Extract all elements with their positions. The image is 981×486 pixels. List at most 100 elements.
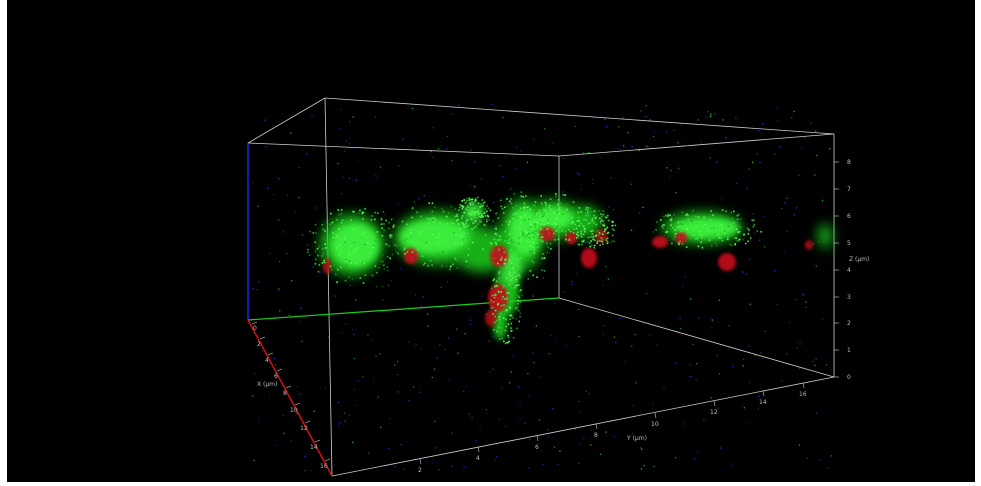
speckle-spot (680, 230, 682, 233)
speckle-spot (466, 204, 469, 207)
noise-spot (526, 161, 529, 163)
speckle-spot (584, 230, 586, 233)
speckle-spot (589, 207, 592, 210)
noise-spot (585, 242, 587, 244)
speckle-spot (505, 220, 507, 223)
speckle-spot (478, 205, 481, 208)
noise-spot (737, 218, 740, 220)
speckle-spot (557, 238, 560, 241)
speckle-spot (515, 285, 517, 287)
noise-spot (710, 397, 712, 399)
z-tick-label: 4 (847, 267, 851, 274)
speckle-spot (507, 242, 509, 244)
noise-spot (389, 418, 391, 420)
x-tick-label: 2 (257, 341, 261, 348)
noise-spot (763, 215, 765, 218)
speckle-spot (721, 239, 724, 242)
speckle-spot (516, 294, 518, 296)
noise-spot (252, 395, 254, 397)
speckle-spot (494, 285, 496, 288)
speckle-spot (729, 243, 731, 246)
noise-spot (583, 437, 585, 440)
speckle-spot (419, 231, 422, 233)
speckle-spot (516, 327, 518, 330)
noise-spot (682, 286, 684, 288)
speckle-spot (554, 228, 556, 230)
speckle-spot (471, 211, 473, 214)
speckle-spot (572, 201, 575, 203)
noise-spot (342, 176, 344, 178)
speckle-spot (699, 240, 701, 243)
speckle-spot (519, 312, 522, 315)
speckle-spot (495, 280, 498, 283)
speckle-spot (491, 294, 494, 297)
noise-spot (352, 441, 354, 443)
speckle-spot (455, 259, 458, 262)
speckle-spot (465, 197, 468, 200)
noise-spot (299, 393, 301, 395)
speckle-spot (532, 238, 534, 240)
speckle-spot (324, 243, 326, 245)
speckle-spot (483, 201, 486, 203)
noise-spot (812, 360, 814, 362)
speckle-spot (471, 218, 473, 221)
speckle-spot (508, 292, 510, 294)
speckle-spot (473, 209, 475, 211)
noise-spot (776, 303, 778, 305)
speckle-spot (746, 227, 749, 230)
speckle-spot (499, 258, 502, 261)
speckle-spot (477, 202, 480, 205)
speckle-spot (752, 219, 755, 221)
speckle-spot (553, 223, 556, 225)
speckle-spot (409, 229, 412, 231)
speckle-spot (409, 236, 412, 239)
speckle-spot (707, 227, 709, 230)
noise-spot (642, 206, 644, 208)
noise-spot (539, 437, 541, 439)
speckle-spot (376, 231, 379, 233)
speckle-spot (555, 218, 557, 220)
volume-rendering[interactable]: 0 1 2 3 4 5 6 7 8 Z (µm) 2 4 6 8 10 12 (7, 0, 975, 482)
noise-spot (649, 119, 651, 121)
speckle-spot (323, 261, 326, 264)
speckle-spot (525, 206, 528, 208)
speckle-spot (582, 240, 585, 243)
speckle-spot (558, 208, 561, 211)
speckle-spot (422, 263, 425, 266)
speckle-spot (493, 328, 495, 331)
speckle-spot (548, 206, 551, 208)
speckle-spot (361, 261, 364, 264)
noise-spot (353, 388, 356, 391)
speckle-spot (557, 199, 560, 201)
speckle-spot (607, 241, 609, 243)
speckle-spot (353, 211, 355, 213)
speckle-spot (548, 232, 550, 235)
noise-spot (745, 273, 747, 276)
speckle-spot (575, 237, 578, 239)
noise-spot (382, 211, 385, 213)
noise-spot (451, 432, 453, 434)
noise-spot (718, 299, 720, 301)
speckle-spot (515, 278, 518, 281)
noise-spot (613, 240, 615, 243)
noise-spot (519, 419, 521, 421)
speckle-spot (452, 263, 454, 266)
speckle-spot (510, 202, 513, 205)
speckle-spot (350, 245, 353, 248)
speckle-spot (462, 206, 464, 209)
speckle-spot (549, 204, 551, 207)
speckle-spot (710, 228, 712, 230)
speckle-spot (486, 205, 488, 207)
noise-spot (313, 410, 315, 412)
speckle-spot (507, 334, 509, 337)
y-tick-label: 10 (651, 421, 659, 428)
speckle-spot (511, 329, 514, 332)
speckle-spot (489, 209, 492, 212)
3d-render-viewport[interactable]: 0 1 2 3 4 5 6 7 8 Z (µm) 2 4 6 8 10 12 (7, 0, 975, 482)
speckle-spot (510, 198, 512, 200)
speckle-spot (459, 227, 461, 230)
speckle-spot (471, 228, 473, 231)
speckle-spot (513, 192, 516, 195)
speckle-spot (438, 236, 440, 238)
speckle-spot (495, 232, 497, 235)
